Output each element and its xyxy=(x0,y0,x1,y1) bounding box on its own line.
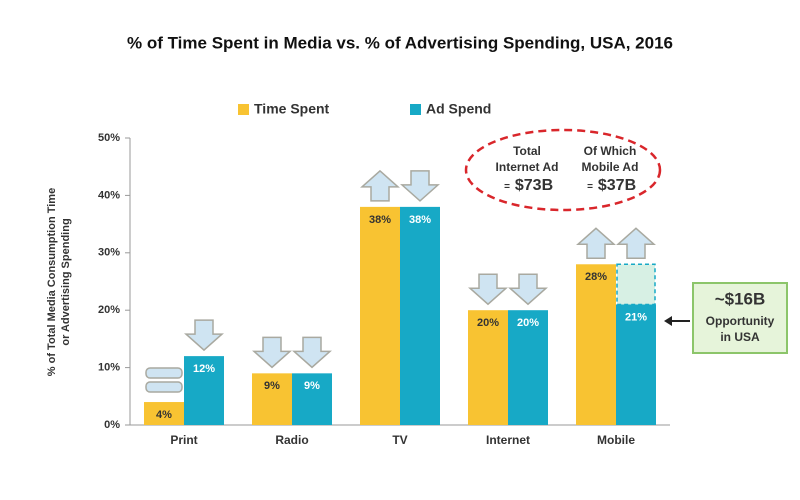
legend-label: Time Spent xyxy=(254,101,330,117)
y-tick-label: 20% xyxy=(98,304,120,316)
trend-icon xyxy=(508,273,548,306)
annotation-text: $73B xyxy=(515,177,553,194)
value-label: 12% xyxy=(193,363,215,375)
y-tick-label: 40% xyxy=(98,189,120,201)
trend-icon xyxy=(616,227,656,260)
legend-label: Ad Spend xyxy=(426,101,491,117)
annotation-text: Of Which xyxy=(584,144,637,158)
y-axis-label: % of Total Media Consumption Time xyxy=(46,188,58,376)
value-label: 21% xyxy=(625,311,647,323)
legend-swatch xyxy=(238,104,249,115)
bar xyxy=(576,264,616,425)
trend-icon xyxy=(468,273,508,306)
y-tick-label: 50% xyxy=(98,132,120,144)
bar xyxy=(360,206,400,425)
value-label: 4% xyxy=(156,409,172,421)
trend-icon xyxy=(145,381,183,393)
chart-title: % of Time Spent in Media vs. % of Advert… xyxy=(127,33,673,52)
trend-icon xyxy=(360,169,400,202)
bar xyxy=(400,206,440,425)
annotation-text: in USA xyxy=(720,330,760,344)
value-label: 38% xyxy=(409,214,431,226)
trend-icon xyxy=(292,336,332,369)
annotation-arrow-head xyxy=(664,316,672,326)
y-axis-label: or Advertising Spending xyxy=(60,218,72,345)
bar xyxy=(252,373,292,425)
trend-icon xyxy=(184,319,224,352)
bar xyxy=(144,402,184,425)
x-tick-label: TV xyxy=(392,433,407,447)
y-tick-label: 0% xyxy=(104,419,120,431)
value-label: 9% xyxy=(304,380,320,392)
bar xyxy=(508,310,548,425)
value-label: 38% xyxy=(369,214,391,226)
opportunity-box xyxy=(692,282,788,354)
bar xyxy=(184,356,224,425)
y-tick-label: 10% xyxy=(98,362,120,374)
annotation-text: Internet Ad xyxy=(496,160,559,174)
x-tick-label: Print xyxy=(170,433,197,447)
annotation-text: Mobile Ad xyxy=(582,160,639,174)
legend-swatch xyxy=(410,104,421,115)
value-label: 9% xyxy=(264,380,280,392)
x-tick-label: Internet xyxy=(486,433,530,447)
annotation-text: $37B xyxy=(598,177,636,194)
trend-icon xyxy=(400,170,440,202)
trend-icon xyxy=(252,336,292,369)
annotation-text: Total xyxy=(513,144,541,158)
gap-box xyxy=(616,263,656,306)
value-label: 20% xyxy=(477,317,499,329)
trend-icon xyxy=(145,367,183,379)
bar xyxy=(292,373,332,425)
trend-icon xyxy=(576,227,616,260)
value-label: 28% xyxy=(585,271,607,283)
bar xyxy=(468,310,508,425)
x-tick-label: Radio xyxy=(275,433,308,447)
annotation-text: = xyxy=(587,182,593,193)
value-label: 20% xyxy=(517,317,539,329)
x-tick-label: Mobile xyxy=(597,433,635,447)
annotation-text: Opportunity xyxy=(706,314,775,328)
annotation-text: = xyxy=(504,182,510,193)
bar xyxy=(616,304,656,425)
annotation-ellipse xyxy=(464,128,662,212)
annotation-text: ~$16B xyxy=(715,289,766,308)
y-tick-label: 30% xyxy=(98,247,120,259)
